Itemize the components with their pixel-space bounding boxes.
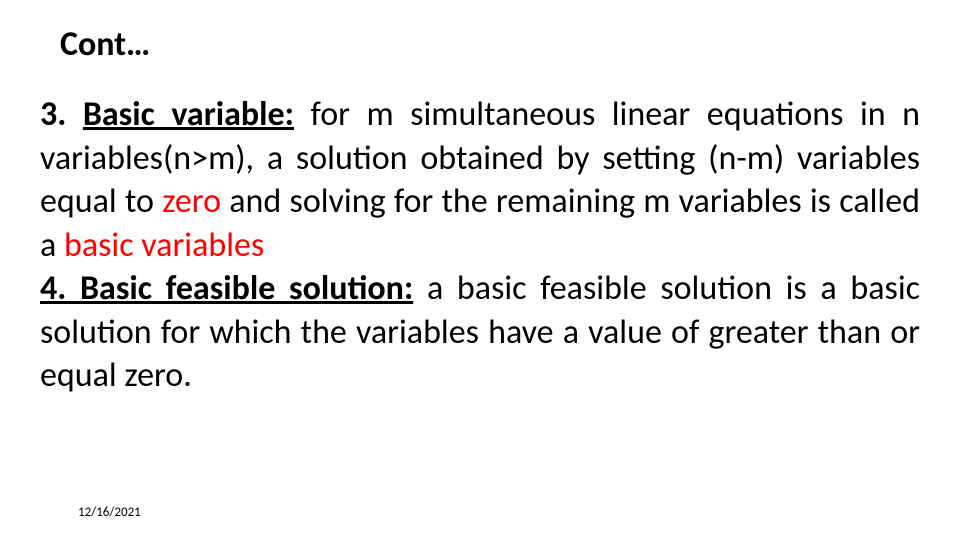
item3-number: 3. [40, 94, 66, 135]
slide-title: Cont… [60, 24, 920, 65]
slide-body: 3. Basic variable: for m simultaneous li… [40, 93, 920, 398]
item3-zero-word: zero [162, 181, 221, 222]
slide: Cont… 3. Basic variable: for m simultane… [0, 0, 960, 540]
item4-label: 4. Basic feasible solution: [40, 268, 413, 309]
item3-label: Basic variable: [83, 94, 294, 135]
item3-basic-variables: basic variables [64, 225, 264, 266]
slide-date: 12/16/2021 [78, 505, 141, 520]
